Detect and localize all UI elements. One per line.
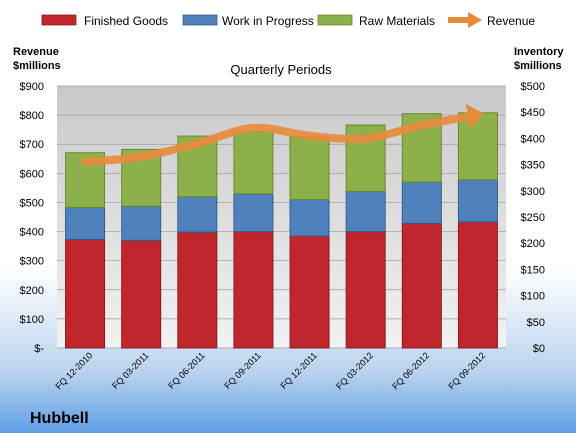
bar-work-in-progress — [345, 190, 386, 233]
legend: Finished Goods Work in Progress Raw Mate… — [41, 12, 535, 28]
left-tick-label: $200 — [20, 285, 44, 297]
category-label: FQ 03-2012 — [334, 350, 375, 391]
bar-work-in-progress — [65, 206, 106, 240]
category-label: FQ 06-2012 — [390, 350, 431, 391]
revenue-line — [81, 103, 484, 166]
legend-swatch-work-in-progress — [182, 14, 218, 26]
right-tick-label: $450 — [521, 107, 545, 119]
right-tick-label: $500 — [521, 81, 545, 93]
legend-label-finished-goods: Finished Goods — [84, 14, 168, 28]
left-tick-label: $500 — [20, 197, 44, 209]
category-label: FQ 09-2011 — [222, 350, 263, 391]
bar-finished-goods — [289, 235, 330, 349]
right-tick-label: $300 — [521, 186, 545, 198]
right-tick-label: $400 — [521, 133, 545, 145]
right-tick-label: $150 — [521, 264, 545, 276]
right-tick-label: $50 — [527, 317, 545, 329]
bar-work-in-progress — [233, 193, 274, 233]
chart-title: Quarterly Periods — [230, 62, 332, 77]
bar-raw-materials — [457, 112, 498, 181]
right-axis-title-line1: Inventory — [514, 46, 564, 58]
legend-arrow-revenue — [468, 12, 482, 28]
left-axis-title-line2: $millions — [13, 60, 61, 72]
brand-label: Hubbell — [30, 410, 89, 427]
right-axis-ticks: $0 $50 $100 $150 $200 $250 $300 $350 $400 $450 $50… — [521, 81, 545, 355]
left-axis-ticks: $- $100 $200 $300 $400 $500 $600 $700 $800 $900 — [20, 81, 45, 355]
category-labels: FQ 12-2010 FQ 03-2011 FQ 06-2011 FQ 09-2011… — [53, 350, 487, 391]
category-label: FQ 12-2011 — [278, 350, 319, 391]
right-axis-title-line2: $millions — [514, 60, 562, 72]
bar-finished-goods — [457, 221, 498, 349]
left-tick-label: $800 — [20, 110, 44, 122]
left-axis-title-line1: Revenue — [13, 46, 59, 58]
legend-label-revenue: Revenue — [487, 14, 535, 28]
left-tick-label: $700 — [20, 139, 44, 151]
left-tick-label: $100 — [20, 314, 44, 326]
bar-finished-goods — [345, 231, 386, 349]
bar-finished-goods — [65, 238, 106, 349]
right-tick-label: $350 — [521, 160, 545, 172]
left-tick-label: $- — [34, 343, 44, 355]
legend-swatch-finished-goods — [41, 14, 77, 26]
left-tick-label: $300 — [20, 256, 44, 268]
category-label: FQ 03-2011 — [110, 350, 151, 391]
bar-work-in-progress — [121, 205, 162, 241]
bar-work-in-progress — [401, 181, 442, 224]
right-tick-label: $0 — [533, 343, 545, 355]
left-tick-label: $900 — [20, 81, 44, 93]
bar-raw-materials — [233, 131, 274, 195]
legend-swatch-raw-materials — [317, 14, 353, 26]
category-label: FQ 09-2012 — [446, 350, 487, 391]
bars — [65, 112, 498, 349]
bar-work-in-progress — [457, 179, 498, 223]
bar-finished-goods — [177, 231, 218, 349]
legend-label-work-in-progress: Work in Progress — [222, 14, 314, 28]
bar-raw-materials — [289, 136, 330, 201]
bar-finished-goods — [121, 239, 162, 349]
category-label: FQ 06-2011 — [166, 350, 207, 391]
revenue-line-path — [81, 110, 482, 166]
right-tick-label: $100 — [521, 291, 545, 303]
right-tick-label: $250 — [521, 212, 545, 224]
bar-finished-goods — [233, 231, 274, 349]
left-tick-label: $600 — [20, 168, 44, 180]
left-tick-label: $400 — [20, 227, 44, 239]
legend-label-raw-materials: Raw Materials — [359, 14, 435, 28]
bar-work-in-progress — [177, 196, 218, 233]
right-tick-label: $200 — [521, 238, 545, 250]
revenue-arrowhead — [465, 103, 484, 130]
category-label: FQ 12-2010 — [53, 350, 94, 391]
bar-finished-goods — [401, 222, 442, 349]
bar-work-in-progress — [289, 199, 330, 237]
